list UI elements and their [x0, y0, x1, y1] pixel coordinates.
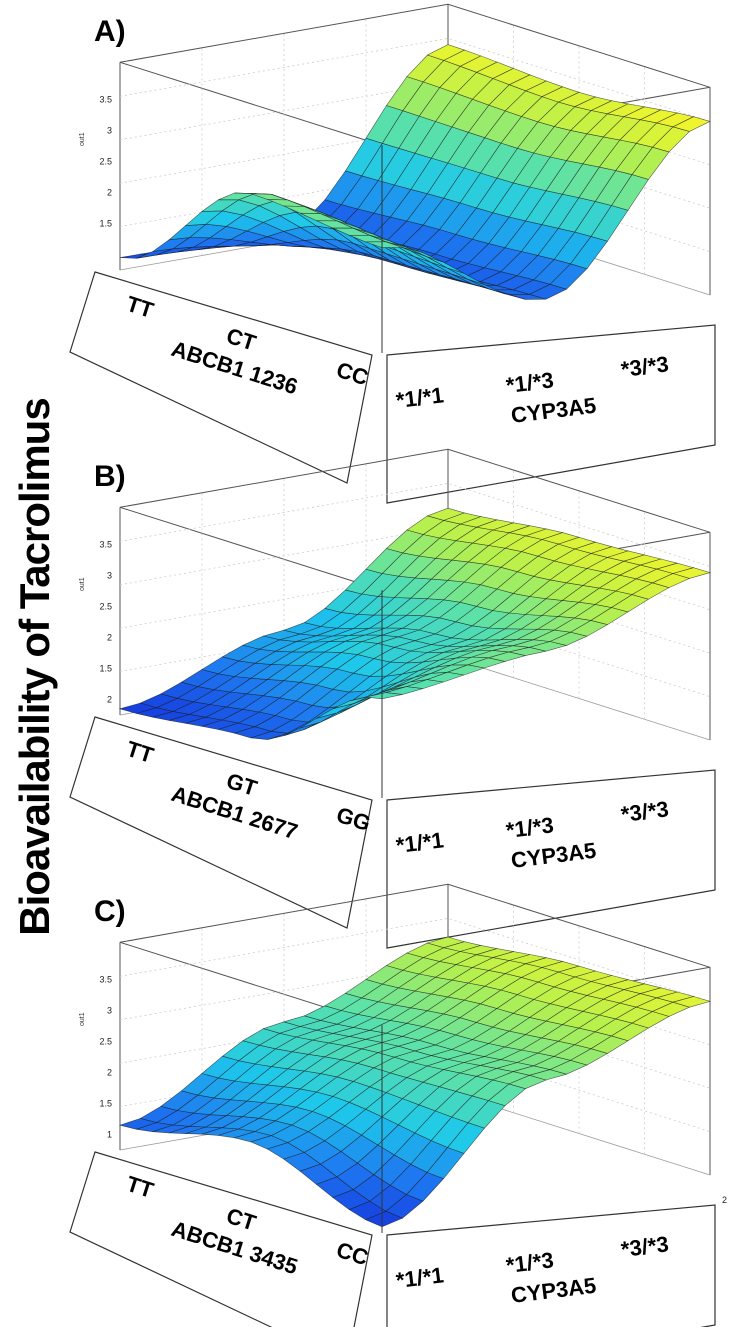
cyp3a5-genotype-label: *1/*3: [505, 367, 555, 398]
z-ticks: 1 1.5 2 2.5 3 3.5: [99, 975, 112, 1140]
cyp3a5-genotype-label: *1/*1: [395, 1262, 445, 1293]
z-tick-label: 3.5: [99, 975, 112, 985]
z-tick-label: 3.5: [99, 95, 112, 105]
z-ticks: 2 1.5 2 2.5 3 3.5: [99, 540, 112, 705]
cyp3a5-genotype-label: *3/*3: [620, 351, 670, 382]
grid-line: [119, 37, 711, 122]
z-tick-label: 1.5: [99, 1099, 112, 1109]
y-axis-label: Bioavailability of Tacrolimus: [11, 398, 58, 936]
abcb1-label-box: [69, 1151, 373, 1327]
cyp3a5-genotype-label: *3/*3: [620, 796, 670, 827]
cyp3a5-genotype-label: *3/*3: [620, 1231, 670, 1262]
panel-label: A): [94, 15, 126, 48]
corner-label: 2: [722, 1195, 727, 1205]
z-tick-label: 3.5: [99, 540, 112, 550]
cyp3a5-label-box: [386, 1204, 716, 1327]
z-tick-label: 3: [107, 571, 112, 581]
z-tick-label: 2: [107, 695, 112, 705]
box-top: [119, 883, 711, 1026]
z-tick-label: 3: [107, 126, 112, 136]
cyp3a5-genotype-label: *1/*1: [395, 382, 445, 413]
cyp3a5-label-box: [386, 324, 716, 504]
surface: [118, 936, 712, 1228]
surface-patch: [672, 996, 712, 1008]
surface: [119, 44, 711, 300]
cyp3a5-genotype-label: *1/*3: [505, 812, 555, 843]
surface-panel-a: A) 1.5 2 2.5 3 3.5 out1 TT CT CC ABCB1 1236 *1/*1 *…: [69, 3, 739, 504]
surface-panel-b: B) 2 1.5 2 2.5 3 3.5 out1 TT GT GG ABCB1 2677 *1/*1…: [69, 448, 739, 949]
z-tick-label: 2.5: [99, 1037, 112, 1047]
y-axis-label-container: Bioavailability of Tacrolimus: [0, 0, 70, 1327]
z-ticks: 1.5 2 2.5 3 3.5: [99, 95, 112, 229]
z-axis-label: out1: [79, 577, 86, 591]
grid-line: [119, 917, 711, 1002]
abcb1-label-box: [69, 716, 373, 929]
z-axis-label: out1: [79, 1012, 86, 1026]
z-tick-label: 2: [107, 188, 112, 198]
z-tick-label: 1.5: [99, 664, 112, 674]
panel-label: C): [94, 895, 126, 928]
grid-line: [119, 1004, 711, 1089]
z-tick-label: 1.5: [99, 219, 112, 229]
cyp3a5-label-box: [386, 769, 716, 949]
panel-label: B): [94, 460, 126, 493]
box-top: [119, 448, 711, 591]
cyp3a5-genotype-label: *1/*1: [395, 827, 445, 858]
abcb1-label-box: [69, 271, 373, 484]
grid-line: [119, 569, 711, 654]
cyp3a5-genotype-label: *1/*3: [505, 1247, 555, 1278]
grid-line: [119, 613, 711, 697]
grid-line: [119, 482, 711, 567]
surface: [118, 507, 712, 740]
z-tick-label: 2.5: [99, 157, 112, 167]
surface-patch: [672, 116, 711, 132]
z-tick-label: 2: [107, 1068, 112, 1078]
z-tick-label: 1: [107, 1130, 112, 1140]
z-axis-label: out1: [79, 132, 86, 146]
z-tick-label: 2.5: [99, 602, 112, 612]
surface-patch: [672, 567, 712, 579]
surface-panel-c: C) 1 1.5 2 2.5 3 3.5 out1 TT CT CC ABCB1 3435 *1/*1…: [69, 883, 739, 1327]
z-tick-label: 2: [107, 633, 112, 643]
z-tick-label: 3: [107, 1006, 112, 1016]
